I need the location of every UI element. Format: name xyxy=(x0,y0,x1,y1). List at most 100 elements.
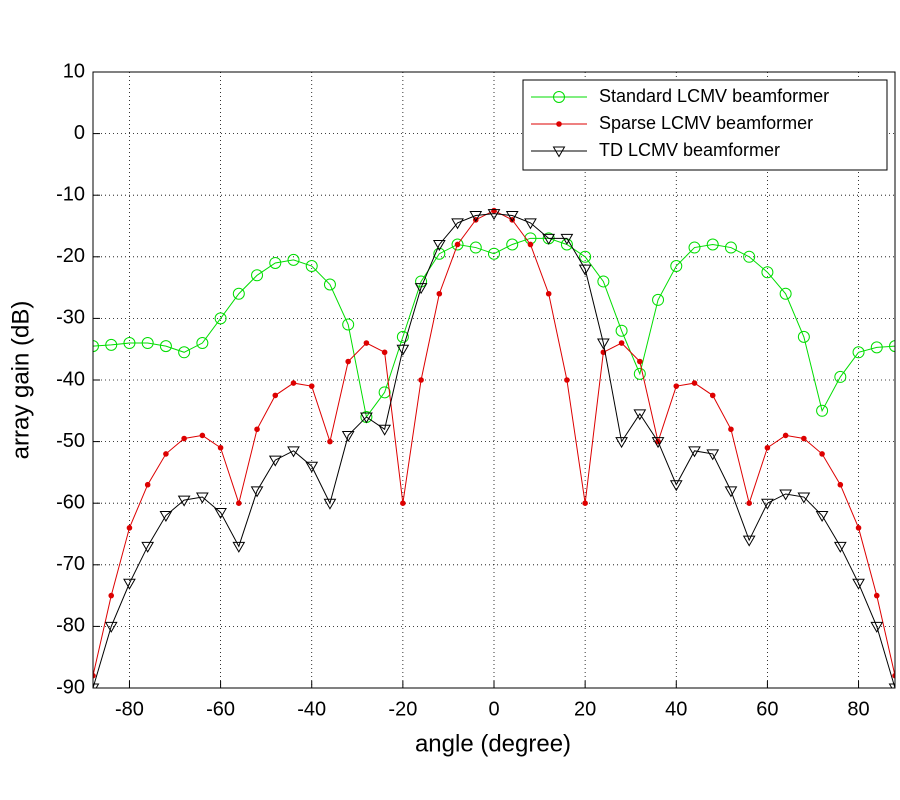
marker xyxy=(454,241,461,248)
marker xyxy=(837,481,844,488)
marker xyxy=(195,492,209,504)
marker xyxy=(363,340,370,346)
marker xyxy=(378,424,392,436)
marker xyxy=(652,293,665,306)
marker xyxy=(578,264,592,276)
marker xyxy=(126,525,133,531)
x-tick-label: 40 xyxy=(665,698,687,720)
marker xyxy=(669,480,683,492)
x-tick-label: 60 xyxy=(756,698,778,720)
marker xyxy=(433,247,446,260)
marker xyxy=(742,535,756,547)
marker xyxy=(855,525,862,531)
marker xyxy=(217,444,224,451)
marker xyxy=(214,312,227,325)
marker xyxy=(564,377,570,383)
marker xyxy=(308,383,315,389)
x-tick-label: 80 xyxy=(847,698,869,720)
marker xyxy=(801,435,807,442)
marker xyxy=(782,432,789,439)
marker xyxy=(615,324,628,337)
marker xyxy=(396,330,409,343)
marker xyxy=(633,367,646,380)
marker xyxy=(797,330,810,343)
y-tick-label: -90 xyxy=(56,676,85,698)
marker xyxy=(451,218,464,230)
marker xyxy=(232,541,246,553)
marker xyxy=(815,511,829,523)
legend-marker xyxy=(556,121,562,127)
marker xyxy=(779,287,792,300)
marker xyxy=(618,340,625,346)
x-tick-label: 20 xyxy=(574,698,596,720)
marker xyxy=(688,446,701,458)
marker xyxy=(141,337,154,350)
series-line xyxy=(93,213,895,688)
marker xyxy=(724,241,737,254)
marker xyxy=(159,340,172,353)
marker xyxy=(436,290,443,297)
marker xyxy=(892,672,895,679)
marker xyxy=(870,621,884,633)
marker xyxy=(196,337,209,350)
marker xyxy=(579,250,592,263)
marker xyxy=(761,266,774,279)
plot-layer xyxy=(93,207,895,688)
marker xyxy=(469,211,483,223)
y-tick-label: -20 xyxy=(56,245,85,267)
marker xyxy=(269,256,282,269)
marker xyxy=(764,444,771,451)
x-axis-label: angle (degree) xyxy=(415,730,571,757)
marker xyxy=(381,349,388,356)
x-tick-label: -20 xyxy=(388,698,417,720)
marker xyxy=(506,238,519,251)
marker xyxy=(327,438,333,445)
marker xyxy=(268,455,282,467)
marker xyxy=(104,621,118,633)
marker xyxy=(305,461,319,473)
marker xyxy=(451,238,464,251)
marker xyxy=(323,278,336,291)
marker xyxy=(199,432,206,439)
x-tick-label: -80 xyxy=(115,698,144,720)
marker xyxy=(527,241,534,248)
marker xyxy=(706,238,719,251)
marker xyxy=(582,500,588,507)
y-tick-label: -40 xyxy=(56,368,85,390)
marker xyxy=(797,492,811,504)
marker xyxy=(236,500,242,507)
marker xyxy=(688,241,701,254)
marker xyxy=(341,430,355,442)
marker xyxy=(177,495,191,507)
marker xyxy=(651,437,665,449)
marker xyxy=(779,489,793,501)
legend-box xyxy=(522,79,888,171)
marker xyxy=(178,346,191,359)
marker xyxy=(254,426,260,433)
marker xyxy=(487,209,501,221)
marker xyxy=(251,269,264,282)
marker xyxy=(889,340,895,353)
marker xyxy=(743,250,756,263)
marker xyxy=(305,260,318,273)
marker xyxy=(597,275,610,288)
marker xyxy=(214,507,227,519)
marker xyxy=(159,511,173,523)
marker xyxy=(93,340,99,353)
marker xyxy=(250,486,264,498)
legend-marker xyxy=(553,91,565,103)
marker xyxy=(345,358,351,365)
marker xyxy=(342,318,355,331)
marker xyxy=(123,337,136,350)
marker xyxy=(287,253,300,266)
marker xyxy=(400,500,406,507)
marker xyxy=(141,541,155,553)
marker xyxy=(469,241,482,254)
marker xyxy=(491,207,497,214)
marker xyxy=(163,451,169,457)
x-tick-label: 0 xyxy=(488,698,499,720)
marker xyxy=(123,578,136,590)
marker xyxy=(524,218,537,230)
marker xyxy=(418,377,424,383)
